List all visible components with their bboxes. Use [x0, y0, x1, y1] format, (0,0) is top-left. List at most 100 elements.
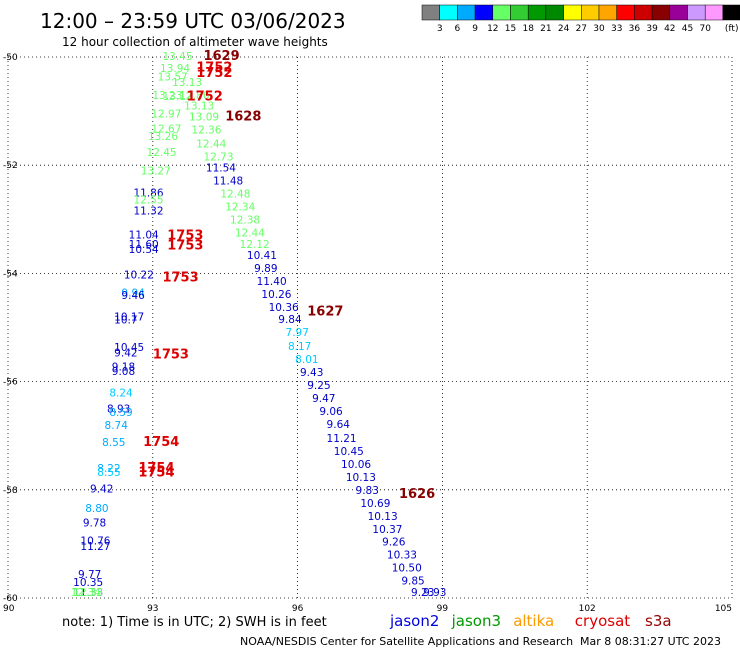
lat-tick-label: -58 [3, 486, 18, 496]
wave-height-label: 10.37 [372, 524, 402, 536]
wave-height-label: 9.18 [112, 361, 135, 373]
lat-tick-label: -56 [3, 378, 18, 388]
lat-tick-label: -52 [3, 161, 18, 171]
satellite-legend: jason2 jason3 altika cryosat s3a [389, 612, 672, 630]
wave-height-label: 12.97 [151, 108, 181, 120]
pass-time-label: 1753 [162, 271, 198, 286]
wave-height-label: 12.34 [71, 587, 101, 599]
pass-time-label: 1754 [138, 465, 174, 480]
wave-height-label: 13.23 [152, 90, 182, 102]
wave-height-label: 12.12 [240, 239, 270, 251]
legend-swatch [457, 4, 476, 21]
legend-swatch [651, 4, 671, 21]
wave-height-label: 12.73 [203, 152, 233, 164]
legend-swatch [722, 4, 740, 21]
wave-height-label: 13.13 [184, 101, 214, 113]
wave-height-label: 12.55 [133, 194, 163, 206]
legend-tick-label: 21 [540, 24, 551, 34]
legend-tick-label: 24 [558, 24, 570, 34]
wave-height-label: 10.50 [392, 563, 422, 575]
wave-height-label: 12.86 [179, 90, 209, 102]
pass-time-label: 1629 [203, 49, 239, 64]
legend-tick-label: 33 [611, 24, 622, 34]
wave-height-label: 9.94 [121, 287, 145, 299]
legend-swatch [687, 4, 706, 21]
pass-time-label: 1754 [138, 461, 174, 476]
lon-tick-label: 90 [3, 604, 15, 614]
wave-height-label: 11.21 [327, 433, 357, 445]
legend-swatch [439, 4, 458, 21]
wave-height-label: 9.77 [78, 569, 101, 581]
wave-height-labels: 13.4513.9413.5713.1313.2313.1212.9712.67… [71, 51, 447, 599]
legend-swatch [527, 4, 547, 21]
legend-tick-label: 12 [487, 24, 498, 34]
legend-swatch [474, 4, 494, 21]
footer-credit: NOAA/NESDIS Center for Satellite Applica… [240, 635, 573, 648]
wave-height-label: 10.7 [114, 314, 137, 326]
wave-height-label: 10.45 [114, 342, 144, 354]
wave-height-label: 10.41 [247, 250, 277, 262]
pass-time-label: 1753 [167, 238, 203, 253]
wave-height-label: 12.48 [220, 188, 250, 200]
wave-height-label: 13.45 [162, 51, 192, 63]
wave-height-label: 12.67 [151, 123, 181, 135]
legend-tick-label: 36 [629, 24, 641, 34]
wave-height-label: 8.80 [85, 503, 108, 515]
legend-tick-label: 27 [576, 24, 587, 34]
wave-height-label: 10.76 [80, 536, 110, 548]
pass-time-label: 1627 [307, 304, 343, 319]
wave-height-label: 9.25 [307, 380, 330, 392]
lon-tick-label: 102 [579, 604, 596, 614]
pass-time-label: 1752 [196, 66, 232, 81]
wave-height-label: 7.97 [286, 327, 309, 339]
legend-tick-label: 18 [522, 24, 534, 34]
page-title: 12:00 – 23:59 UTC 03/06/2023 [40, 9, 346, 33]
legend-swatch [581, 4, 600, 21]
legend-unit: (ft) [725, 24, 739, 34]
wave-height-label: 10.45 [334, 446, 364, 458]
wave-height-label: 10.54 [129, 244, 159, 256]
wave-height-label: 12.38 [230, 214, 260, 226]
wave-height-label: 13.13 [172, 77, 202, 89]
footer-note: note: 1) Time is in UTC; 2) SWH is in fe… [62, 615, 327, 630]
legend-tick-label: 70 [699, 24, 711, 34]
legend-tick-label: 6 [455, 24, 461, 34]
wave-height-label: 10.35 [73, 577, 103, 589]
footer-generated: Mar 8 08:31:27 UTC 2023 [580, 635, 721, 648]
pass-time-label: 1753 [153, 348, 189, 363]
wave-height-label: 11.40 [257, 276, 287, 288]
legend-swatch [669, 4, 688, 21]
lat-tick-label: -60 [3, 594, 18, 604]
wave-height-label: 8.55 [102, 437, 125, 449]
wave-height-label: 9.06 [319, 406, 343, 418]
wave-height-label: 11.60 [129, 239, 159, 251]
wave-height-label: 9.64 [327, 419, 351, 431]
wave-height-label: 11.86 [133, 187, 163, 199]
wave-height-label: 10.33 [387, 550, 417, 562]
wave-height-label: 8.01 [295, 354, 318, 366]
wave-height-label: 12.45 [147, 147, 177, 159]
wave-height-label: 12.36 [191, 124, 221, 136]
lon-tick-label: 93 [147, 604, 158, 614]
legend-tick-label: 30 [593, 24, 605, 34]
wave-height-label: 9.08 [112, 366, 135, 378]
wave-height-label: 10.13 [346, 472, 376, 484]
page-subtitle: 12 hour collection of altimeter wave hei… [62, 35, 328, 49]
wave-height-label: 8.22 [97, 463, 120, 475]
wave-height-label: 9.83 [356, 485, 379, 497]
lon-tick-label: 99 [437, 604, 449, 614]
wave-height-label: 8.74 [105, 420, 129, 432]
wave-height-label: 10.69 [360, 498, 390, 510]
wave-height-label: 9.89 [254, 263, 277, 275]
satellite-name-jason3: jason3 [451, 612, 501, 630]
wave-height-label: 11.27 [80, 541, 110, 553]
wave-height-label: 12.44 [196, 139, 226, 151]
wave-height-label: 9.42 [114, 347, 137, 359]
wave-height-label: 11.33 [73, 587, 103, 599]
wave-height-label: 9.85 [401, 576, 424, 588]
wave-height-label: 10.13 [368, 511, 398, 523]
legend-swatch [545, 4, 564, 21]
